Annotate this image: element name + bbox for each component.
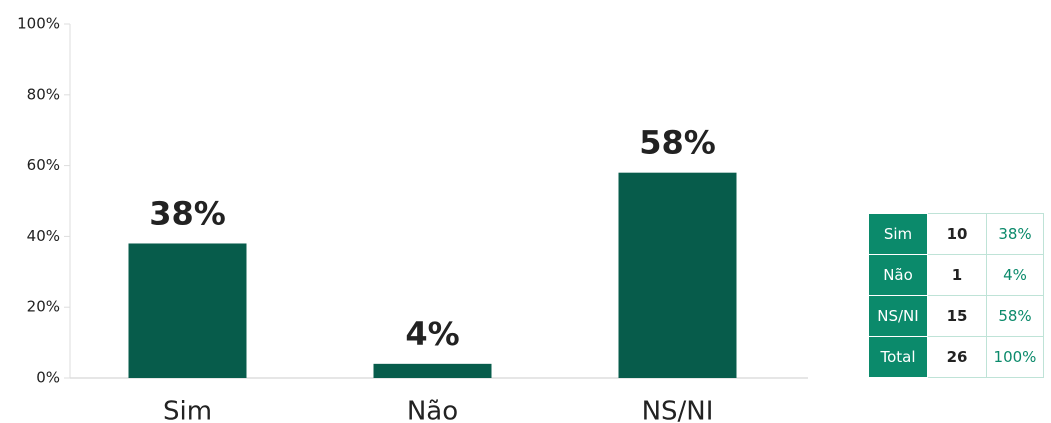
x-tick-label: NS/NI bbox=[642, 397, 714, 423]
table-cell: Total bbox=[868, 336, 928, 378]
x-tick-label: Sim bbox=[163, 397, 212, 423]
value-label: 58% bbox=[639, 124, 716, 162]
y-tick-label: 100% bbox=[17, 15, 60, 33]
table-cell: Não bbox=[868, 254, 928, 296]
y-tick-label: 20% bbox=[27, 298, 60, 316]
table-cell: 26 bbox=[927, 336, 987, 378]
value-label: 4% bbox=[405, 315, 459, 353]
table-row: NS/NI 15 58% bbox=[868, 295, 1044, 337]
table-cell: Sim bbox=[868, 213, 928, 255]
bar bbox=[618, 172, 737, 378]
chart: 0% 20% 40% 60% 80% 100% Sim 38% Não 4% NS/NI 58% bbox=[17, 15, 808, 423]
table-cell: 100% bbox=[986, 336, 1044, 378]
bar bbox=[373, 363, 492, 378]
table-cell: 38% bbox=[986, 213, 1044, 255]
x-tick-label: Não bbox=[407, 397, 458, 423]
summary-table: Sim 10 38% Não 1 4% NS/NI 15 58% Total 26 100% bbox=[868, 213, 1044, 378]
table-row: Não 1 4% bbox=[868, 254, 1044, 296]
bar bbox=[128, 243, 247, 378]
table-cell: 10 bbox=[927, 213, 987, 255]
y-tick-label: 60% bbox=[27, 156, 60, 174]
y-tick-label: 80% bbox=[27, 85, 60, 103]
y-tick-label: 0% bbox=[36, 369, 60, 387]
y-tick-label: 40% bbox=[27, 227, 60, 245]
value-label: 38% bbox=[149, 194, 226, 232]
table-cell: 1 bbox=[927, 254, 987, 296]
table-cell: 15 bbox=[927, 295, 987, 337]
table-cell: 58% bbox=[986, 295, 1044, 337]
table-row: Sim 10 38% bbox=[868, 213, 1044, 255]
table-cell: 4% bbox=[986, 254, 1044, 296]
table-cell: NS/NI bbox=[868, 295, 928, 337]
table-row: Total 26 100% bbox=[868, 336, 1044, 378]
